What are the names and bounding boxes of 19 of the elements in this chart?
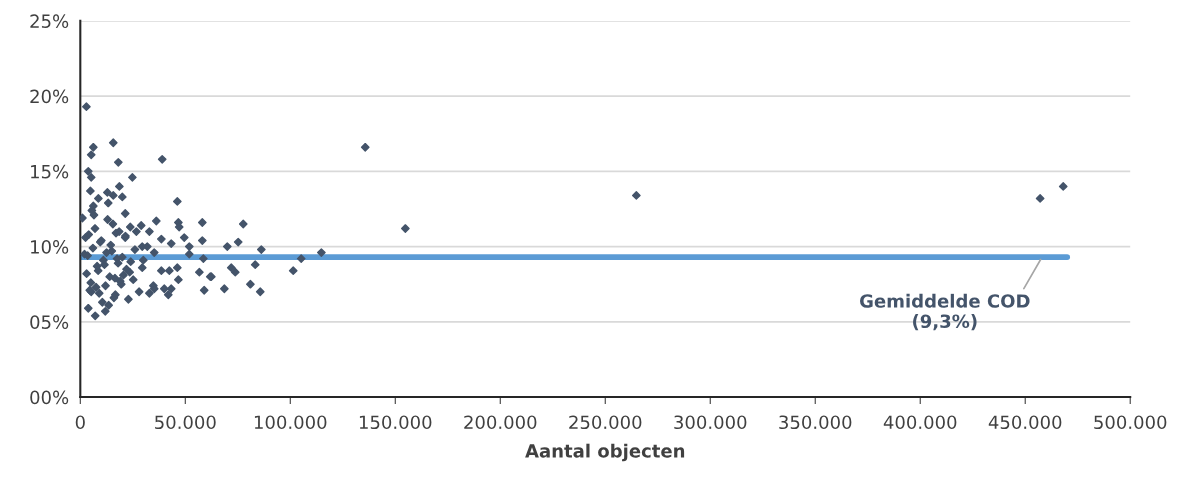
- y-tick-label: 00%: [30, 390, 69, 405]
- x-tick-label: 0: [75, 415, 85, 430]
- y-tick-label: 10%: [31, 240, 69, 254]
- x-tick-label: 500.000: [1094, 415, 1167, 430]
- y-tick-label: 05%: [30, 315, 69, 329]
- x-tick-label: 150.000: [359, 415, 432, 430]
- x-tick-label: 350.000: [779, 415, 852, 430]
- annotation: Gemiddelde COD (9,3%): [860, 293, 1030, 331]
- x-tick-label: 450.000: [988, 415, 1062, 430]
- x-tick-label: 300.000: [674, 415, 747, 430]
- y-tick-label: 25%: [30, 14, 69, 29]
- y-tick-label: 15%: [31, 164, 69, 179]
- x-tick-label: 100.000: [254, 415, 327, 430]
- x-tick-label: 200.000: [464, 415, 537, 430]
- y-tick-label: 20%: [30, 89, 69, 104]
- x-tick-label: 250.000: [569, 415, 642, 430]
- x-axis-title: Aantal objecten: [525, 443, 685, 462]
- x-tick-label: 400.000: [883, 415, 957, 430]
- x-tick-label: 50.000: [155, 415, 216, 430]
